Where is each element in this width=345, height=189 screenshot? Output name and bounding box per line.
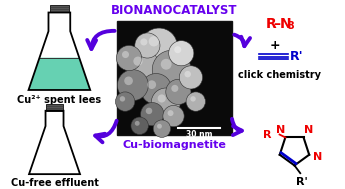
Text: R': R' — [289, 50, 303, 63]
Text: 30 nm: 30 nm — [186, 130, 213, 139]
Circle shape — [141, 28, 177, 65]
Circle shape — [168, 110, 174, 116]
Circle shape — [117, 70, 148, 101]
Text: R': R' — [296, 177, 308, 187]
Text: –: – — [273, 17, 280, 31]
Circle shape — [157, 124, 162, 129]
Circle shape — [131, 117, 148, 135]
Circle shape — [179, 66, 203, 89]
Circle shape — [124, 77, 133, 85]
Circle shape — [141, 74, 171, 105]
Text: N: N — [313, 153, 322, 162]
Polygon shape — [47, 105, 63, 111]
Circle shape — [147, 80, 156, 89]
Circle shape — [174, 46, 181, 53]
Circle shape — [171, 85, 178, 92]
Text: +: + — [270, 39, 280, 52]
Circle shape — [153, 120, 171, 137]
Circle shape — [141, 103, 164, 126]
Bar — [117, 21, 231, 136]
Circle shape — [151, 88, 180, 117]
Text: N: N — [276, 125, 285, 135]
Text: BIONANOCATALYST: BIONANOCATALYST — [111, 4, 238, 17]
Circle shape — [122, 51, 129, 58]
Circle shape — [135, 33, 160, 58]
Circle shape — [186, 92, 206, 111]
Circle shape — [140, 38, 147, 46]
Circle shape — [169, 41, 194, 66]
Circle shape — [163, 105, 184, 127]
Circle shape — [158, 94, 166, 103]
Circle shape — [120, 96, 125, 101]
Circle shape — [166, 79, 191, 105]
Circle shape — [134, 57, 142, 66]
Circle shape — [149, 36, 159, 46]
Text: Cu-biomagnetite: Cu-biomagnetite — [122, 140, 226, 150]
Text: click chemistry: click chemistry — [238, 70, 322, 80]
Polygon shape — [50, 5, 69, 12]
Text: Cu²⁺ spent lees: Cu²⁺ spent lees — [17, 95, 101, 105]
Circle shape — [185, 71, 191, 77]
Text: R: R — [263, 129, 272, 139]
Text: N: N — [280, 17, 292, 31]
Circle shape — [152, 50, 191, 89]
Circle shape — [117, 46, 141, 71]
Text: N: N — [304, 125, 313, 135]
Text: R: R — [265, 17, 276, 31]
Circle shape — [161, 59, 171, 70]
Polygon shape — [29, 58, 90, 90]
Circle shape — [146, 108, 152, 114]
Circle shape — [190, 96, 196, 101]
Circle shape — [135, 121, 140, 126]
Text: Cu-free effluent: Cu-free effluent — [11, 178, 98, 188]
Circle shape — [126, 49, 159, 82]
Text: 3: 3 — [288, 21, 294, 31]
Circle shape — [116, 92, 135, 111]
